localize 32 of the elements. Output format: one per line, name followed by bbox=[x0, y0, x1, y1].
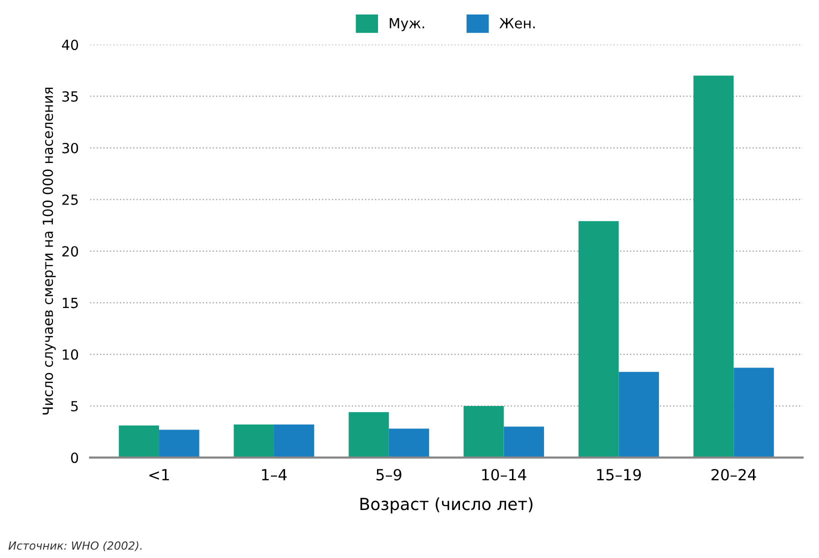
y-tick-label: 15 bbox=[62, 298, 78, 308]
bar bbox=[118, 426, 160, 458]
x-tick-label: 10–14 bbox=[482, 468, 526, 480]
y-tick-label: 35 bbox=[62, 91, 78, 102]
bar bbox=[464, 406, 504, 458]
bar bbox=[348, 412, 389, 458]
y-tick-label: 5 bbox=[71, 401, 78, 412]
x-tick-label: 5–9 bbox=[376, 468, 402, 480]
bar bbox=[693, 76, 734, 458]
legend-label: Жен. bbox=[499, 18, 535, 28]
bar bbox=[578, 221, 619, 458]
legend-label: Муж. bbox=[390, 18, 424, 32]
y-axis-title: Число случаев смерти на 100 000 населения bbox=[42, 88, 56, 414]
y-tick-label: 30 bbox=[62, 142, 78, 154]
bar bbox=[388, 428, 430, 458]
bar bbox=[234, 424, 274, 458]
y-tick-label: 25 bbox=[62, 194, 78, 205]
y-tick-label: 20 bbox=[62, 246, 78, 257]
bar bbox=[504, 426, 544, 458]
y-tick-label: 40 bbox=[62, 40, 78, 50]
bar bbox=[618, 372, 659, 458]
bar bbox=[734, 368, 774, 458]
x-tick-label: 15–19 bbox=[597, 468, 641, 480]
text: Источник: WHO (2002). bbox=[8, 541, 142, 552]
x-tick-label: <1 bbox=[149, 469, 169, 480]
y-tick-label: 10 bbox=[62, 349, 78, 360]
bar bbox=[159, 430, 200, 458]
bar bbox=[274, 424, 314, 458]
y-tick-label: 0 bbox=[71, 452, 78, 464]
x-tick-label: 20–24 bbox=[712, 468, 756, 480]
x-axis-title: Возраст (число лет) bbox=[360, 497, 532, 514]
x-tick-label: 1–4 bbox=[262, 469, 287, 480]
